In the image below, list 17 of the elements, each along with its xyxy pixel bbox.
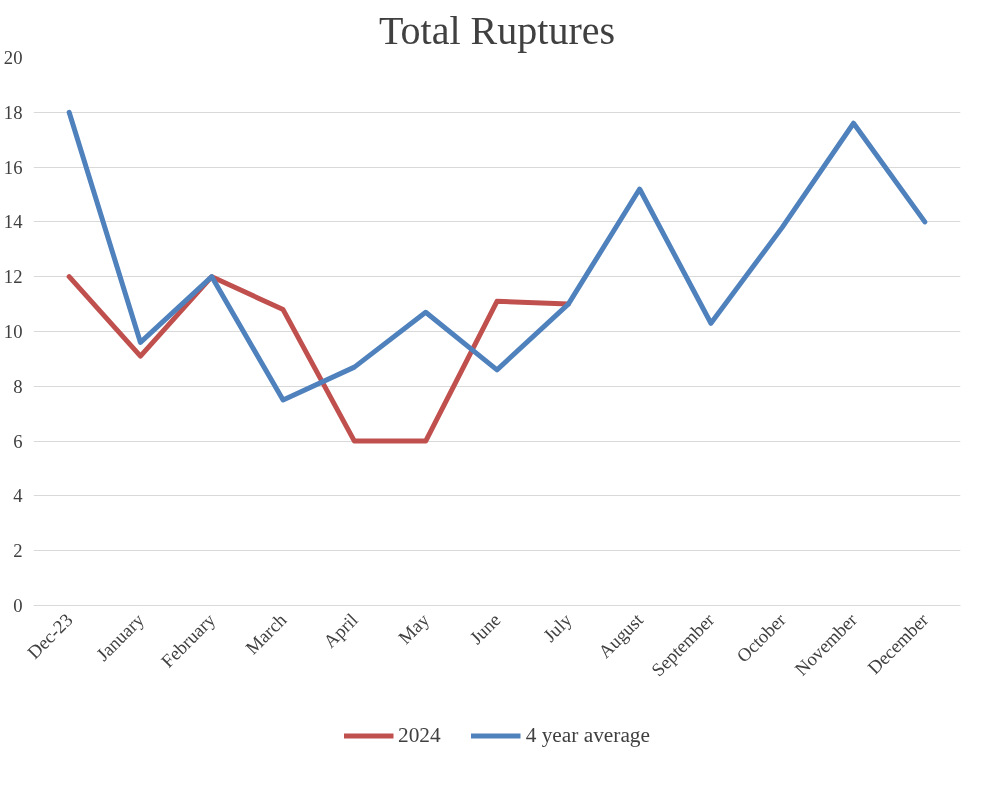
y-tick-label: 20 [3,47,23,68]
y-tick-label: 12 [3,266,23,288]
y-tick-label: 4 [13,485,24,507]
y-tick-label: 2 [13,540,23,562]
x-tick-label: July [538,608,577,646]
y-tick-label: 16 [3,156,23,178]
y-tick-label: 0 [13,595,23,616]
chart-title: Total Ruptures [378,7,616,53]
y-tick-label: 14 [3,211,24,233]
x-tick-label: May [394,608,434,649]
legend-label: 4 year average [525,722,650,748]
legend-label: 2024 [398,722,441,748]
y-tick-label: 10 [3,321,23,342]
y-tick-label: 18 [3,101,23,123]
y-tick-label: 6 [13,430,23,452]
x-tick-label: June [465,609,505,649]
y-tick-label: 8 [13,375,23,397]
